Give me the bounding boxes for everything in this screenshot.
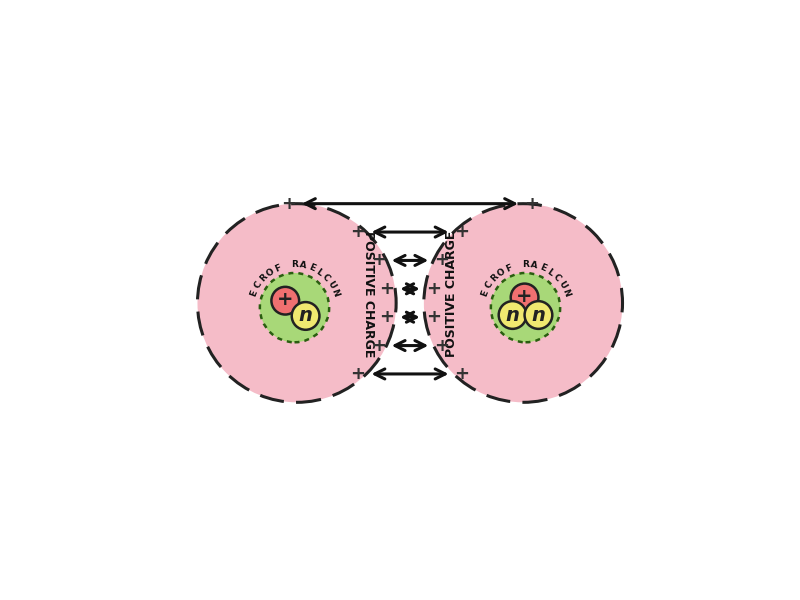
Ellipse shape <box>198 203 396 403</box>
Text: F: F <box>273 263 282 274</box>
Text: +: + <box>281 194 296 212</box>
Text: L: L <box>546 267 555 278</box>
Text: A: A <box>299 260 307 271</box>
Text: R: R <box>258 272 269 284</box>
Circle shape <box>498 301 526 329</box>
Text: L: L <box>314 267 324 278</box>
Text: +: + <box>524 194 539 212</box>
Text: O: O <box>495 266 506 278</box>
Text: C: C <box>551 272 562 284</box>
Text: A: A <box>530 260 538 271</box>
Text: n: n <box>506 305 519 325</box>
Text: +: + <box>434 251 450 269</box>
Text: U: U <box>556 280 568 290</box>
Text: R: R <box>522 260 529 269</box>
Text: +: + <box>379 280 394 298</box>
Text: POSITIVE CHARGE: POSITIVE CHARGE <box>445 230 458 357</box>
Text: C: C <box>252 280 263 290</box>
Text: E: E <box>538 263 547 274</box>
Text: +: + <box>277 290 294 309</box>
Text: +: + <box>426 308 441 326</box>
Text: C: C <box>320 272 331 284</box>
Text: E: E <box>249 289 259 298</box>
Text: E: E <box>307 263 316 274</box>
Text: R: R <box>489 272 500 284</box>
Text: N: N <box>560 288 571 298</box>
Ellipse shape <box>424 203 622 403</box>
Text: +: + <box>454 223 470 241</box>
Text: O: O <box>264 266 276 278</box>
Text: POSITIVE CHARGE: POSITIVE CHARGE <box>362 230 375 357</box>
Text: n: n <box>531 305 546 325</box>
Text: U: U <box>326 280 337 290</box>
Text: n: n <box>298 307 313 325</box>
Circle shape <box>271 287 299 314</box>
Circle shape <box>510 284 538 311</box>
Text: C: C <box>483 280 494 290</box>
Text: +: + <box>370 337 386 355</box>
Circle shape <box>491 273 560 342</box>
Text: N: N <box>330 288 341 298</box>
Text: +: + <box>350 365 366 383</box>
Text: +: + <box>370 251 386 269</box>
Text: R: R <box>291 260 298 269</box>
Text: +: + <box>350 223 366 241</box>
Text: +: + <box>516 287 533 306</box>
Circle shape <box>260 273 329 342</box>
Text: +: + <box>426 280 441 298</box>
Text: +: + <box>434 337 450 355</box>
Text: F: F <box>504 263 513 274</box>
Text: +: + <box>454 365 470 383</box>
Circle shape <box>525 301 552 329</box>
Circle shape <box>292 302 319 330</box>
Text: +: + <box>379 308 394 326</box>
Text: E: E <box>480 289 490 298</box>
